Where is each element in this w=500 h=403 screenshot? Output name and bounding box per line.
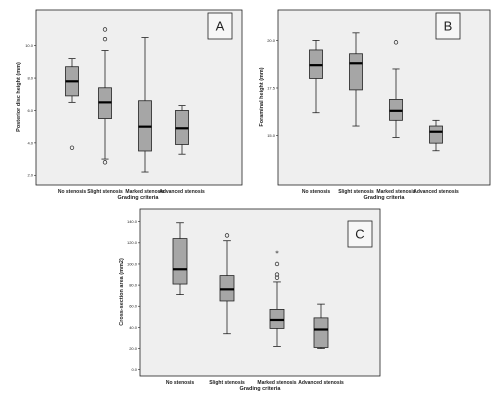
panel-b-ytick-label: 17.5 <box>267 85 276 90</box>
panel-a-category-label: No stenosis <box>58 189 87 195</box>
panel-a-category-label: Slight stenosis <box>87 189 123 195</box>
panel-c-box-3-outlier <box>274 272 280 277</box>
panel-c-ytick-label: 40.0 <box>129 325 138 330</box>
panel-c-category-label: Slight stenosis <box>209 380 245 386</box>
panel-a-ylabel: Posterior disc height (mm) <box>16 62 22 132</box>
panel-b-category-label: No stenosis <box>302 189 331 195</box>
panel-c-ytick-label: 20.0 <box>129 346 138 351</box>
panel-b-label-box <box>435 12 461 40</box>
panel-c-ytick-label: 60.0 <box>129 304 138 309</box>
panel-a-ytick-label: 2.0 <box>27 173 33 178</box>
panel-c-category-label: Marked stenosis <box>257 380 296 386</box>
panel-c-label: C <box>355 227 364 242</box>
panel-a-label: A <box>216 19 225 34</box>
panel-b-category-label: Slight stenosis <box>338 189 374 195</box>
panel-b-ytick-label: 15.0 <box>267 133 276 138</box>
panel-b-label: B <box>444 19 453 34</box>
panel-a-box-1-outlier <box>69 145 75 150</box>
panel-b-box-4-iqr <box>429 125 443 144</box>
panel-c-box-3-outlier <box>274 275 280 280</box>
panel-c-ytick-label: 100.0 <box>127 261 138 266</box>
panel-c-category-label: No stenosis <box>166 380 195 386</box>
panel-b-ytick-label: 20.0 <box>267 38 276 43</box>
panel-b-category-label: Advanced stenosis <box>413 189 459 195</box>
panel-c-category-label: Advanced stenosis <box>298 380 344 386</box>
panel-c-ytick-label: 120.0 <box>127 240 138 245</box>
panel-a-box-2-outlier <box>102 27 108 32</box>
panel-b-ylabel: Foraminal height (mm) <box>259 67 265 126</box>
panel-c-box-3-extreme: * <box>275 249 279 257</box>
panel-c-plot-area <box>139 208 381 377</box>
panel-c-box-3-outlier <box>274 261 280 267</box>
panel-c-label-box <box>347 220 373 248</box>
panel-c-box-2-outlier <box>224 233 230 238</box>
panel-c-ylabel: Cross-section area (mm2) <box>119 258 125 326</box>
panel-c-xlabel: Grading criteria <box>240 386 282 392</box>
panel-b-box-3-outlier <box>393 40 399 45</box>
panel-a-xlabel: Grading criteria <box>118 195 160 201</box>
panel-b-category-label: Marked stenosis <box>376 189 415 195</box>
panel-a-category-label: Marked stenosis <box>125 189 164 195</box>
panel-c-ytick-label: 0.0 <box>131 367 137 372</box>
panel-a-ytick-label: 8.0 <box>27 75 33 80</box>
panel-b-xlabel: Grading criteria <box>364 195 406 201</box>
panel-a-category-label: Advanced stenosis <box>159 189 205 195</box>
panel-c-box-1-iqr <box>172 238 188 285</box>
panel-a-ytick-label: 4.0 <box>27 140 33 145</box>
panel-a-label-box <box>207 12 233 40</box>
panel-a-ytick-label: 10.0 <box>25 43 34 48</box>
panel-c-box-4-iqr <box>313 317 329 348</box>
panel-a-box-2-outlier <box>102 160 108 165</box>
panel-b-box-2-iqr <box>349 53 363 91</box>
panel-c-ytick-label: 80.0 <box>129 283 138 288</box>
panel-a-ytick-label: 6.0 <box>27 108 33 113</box>
panel-c-ytick-label: 140.0 <box>127 219 138 224</box>
panel-a-box-2-outlier <box>102 37 108 42</box>
